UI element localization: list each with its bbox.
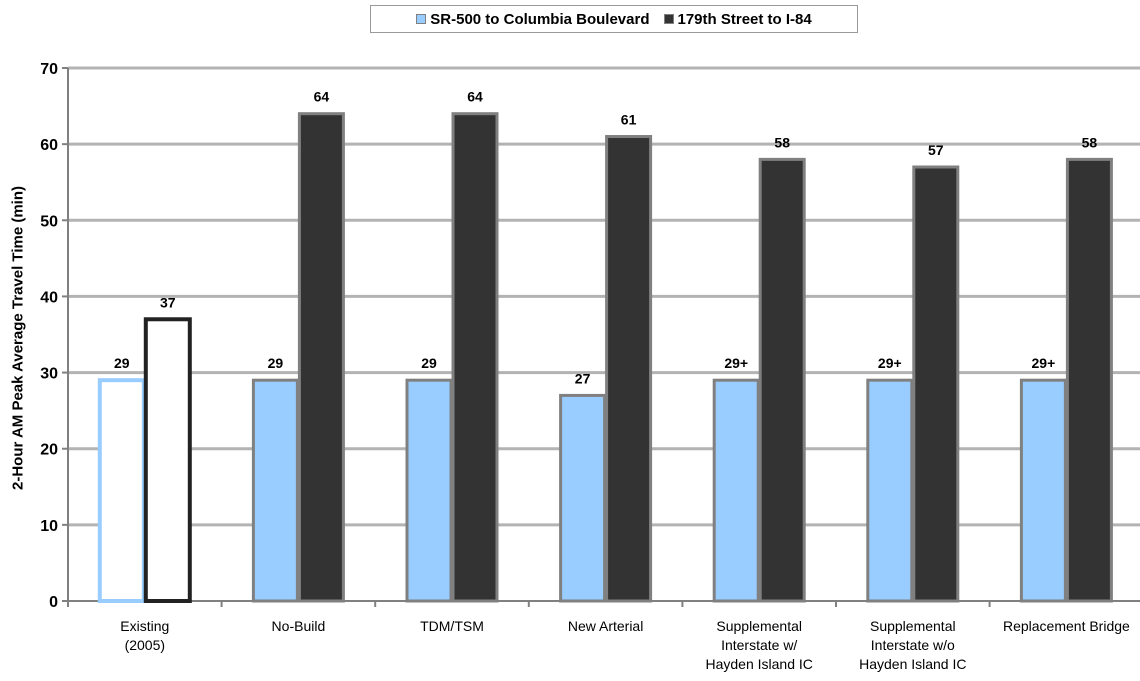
bar-sr500 <box>559 393 607 603</box>
data-label: 29+ <box>1032 355 1056 371</box>
bar-179th <box>912 165 960 603</box>
bar-sr500 <box>1019 378 1067 603</box>
bar-179th <box>297 112 345 603</box>
x-tick-label: Existing <box>120 618 169 634</box>
y-tick-label: 60 <box>40 137 58 154</box>
x-tick-label: Interstate w/ <box>721 637 797 653</box>
y-tick-label: 20 <box>40 442 58 459</box>
data-label: 58 <box>774 134 790 150</box>
data-label: 29 <box>421 355 437 371</box>
legend-label-sr500: SR-500 to Columbia Boulevard <box>430 10 650 28</box>
y-tick-label: 50 <box>40 213 58 230</box>
legend-label-179th: 179th Street to I-84 <box>677 10 812 28</box>
x-tick-label: TDM/TSM <box>420 618 484 634</box>
data-label: 29+ <box>724 355 748 371</box>
x-tick-label: Replacement Bridge <box>1003 618 1130 634</box>
chart-legend: SR-500 to Columbia Boulevard 179th Stree… <box>370 5 858 33</box>
bar-sr500 <box>405 378 453 603</box>
x-tick-label: New Arterial <box>568 618 643 634</box>
bar-sr500 <box>97 378 146 603</box>
y-tick-label: 70 <box>40 61 58 78</box>
x-tick-label: Hayden Island IC <box>705 656 812 672</box>
data-label: 57 <box>928 142 944 158</box>
bar-179th <box>451 112 499 603</box>
x-tick-label: (2005) <box>125 637 165 653</box>
y-tick-label: 30 <box>40 366 58 383</box>
x-tick-label: Supplemental <box>716 618 802 634</box>
data-label: 29 <box>268 355 284 371</box>
y-tick-label: 0 <box>49 594 58 611</box>
data-label: 29 <box>114 355 130 371</box>
bar-179th <box>1065 157 1113 603</box>
data-label: 61 <box>621 112 637 128</box>
legend-item-179th: 179th Street to I-84 <box>663 10 812 28</box>
legend-swatch-179th <box>663 14 674 24</box>
y-tick-label: 10 <box>40 518 58 535</box>
data-label: 27 <box>575 370 591 386</box>
x-tick-label: Supplemental <box>870 618 956 634</box>
x-tick-label: Interstate w/o <box>871 637 955 653</box>
bar-179th <box>758 157 806 603</box>
data-label: 58 <box>1082 134 1098 150</box>
y-tick-label: 40 <box>40 289 58 306</box>
data-label: 29+ <box>878 355 902 371</box>
x-tick-label: Hayden Island IC <box>859 656 966 672</box>
legend-item-sr500: SR-500 to Columbia Boulevard <box>416 10 650 28</box>
data-label: 37 <box>160 294 176 310</box>
data-label: 64 <box>314 89 330 105</box>
x-tick-label: No-Build <box>272 618 326 634</box>
bar-179th <box>143 317 192 603</box>
bar-179th <box>605 135 653 603</box>
legend-swatch-sr500 <box>416 14 427 24</box>
bar-sr500 <box>712 378 760 603</box>
bar-sr500 <box>251 378 299 603</box>
bar-sr500 <box>866 378 914 603</box>
data-label: 64 <box>467 89 483 105</box>
